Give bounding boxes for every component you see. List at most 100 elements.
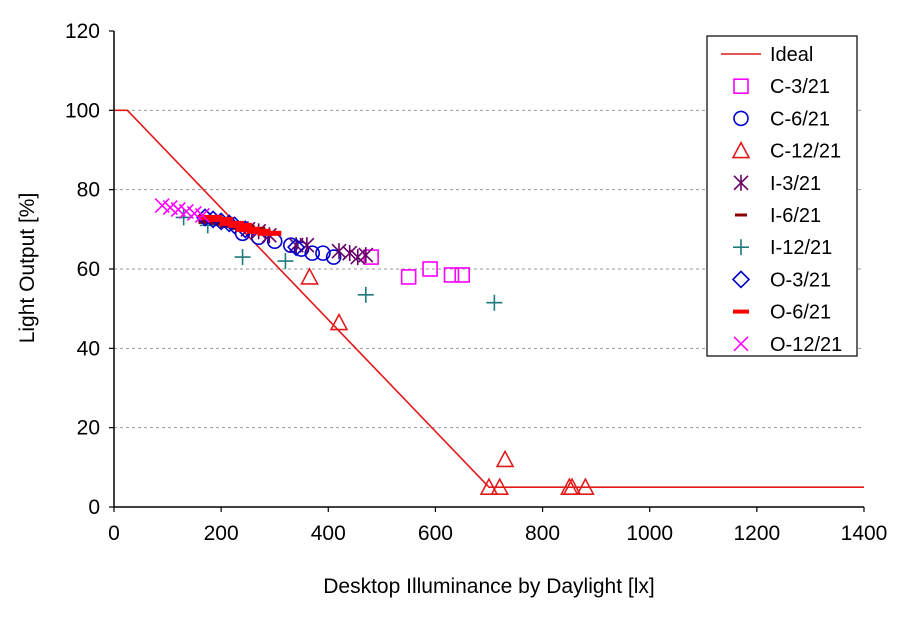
legend-marker [733,174,749,191]
circle-shape [293,241,310,257]
legend-marker [733,78,749,94]
series-o-12-21 [154,197,210,224]
series-c-12-21 [300,267,595,495]
legend-label: O-3/21 [770,269,831,291]
square-shape [400,269,417,285]
dash-shape [733,309,749,314]
legend-marker [735,213,747,217]
y-tick-label: 0 [88,496,100,519]
legend: Ideal C-3/21 C-6/21 C-12/21 I-3/21 I-6/21 I-12… [706,35,858,357]
legend-label: O-6/21 [770,302,831,324]
series-o-6-21 [198,214,282,236]
data-point [400,269,417,285]
legend-marker [731,270,751,289]
x-b [162,199,178,216]
axes [109,30,865,512]
data-point [293,241,310,257]
square-shape [454,267,471,283]
y-tick-label: 60 [77,258,100,281]
square-shape [443,267,460,283]
data-point [257,230,282,236]
legend-label: Ideal [770,44,813,66]
data-point [194,207,210,224]
ideal-line-layer [114,109,864,488]
data-point [342,245,358,262]
x-b [194,207,210,224]
data-point [175,209,192,226]
circle-shape [304,245,321,261]
x-tick-label: 1200 [733,522,780,545]
data-point [479,477,499,495]
series-line-ideal [114,109,864,488]
y-tick-label: 120 [65,20,100,43]
data-point [576,477,595,495]
x-b [170,201,186,218]
legend-label: O-12/21 [770,334,842,356]
dash-shape [735,213,747,217]
triangle-shape [731,140,751,159]
data-point [315,245,331,261]
triangle-shape [576,477,595,495]
legend-label: I-6/21 [770,205,821,227]
legend-label: I-12/21 [770,237,832,259]
legend-marker [733,239,749,256]
y-tick-label: 20 [77,417,100,440]
legend-label: I-3/21 [770,173,821,195]
x-b [733,336,749,352]
legend-marker [731,140,751,159]
triangle-shape [562,477,582,495]
data-point [304,245,321,261]
x-tick-label: 200 [204,522,239,545]
data-point [282,237,299,253]
data-point [443,267,460,283]
data-point [234,249,251,266]
data-point [495,449,515,468]
diamond-shape [287,238,306,257]
data-point [329,312,349,331]
data-point [562,477,582,495]
x-b [186,205,202,222]
triangle-shape [479,477,499,495]
dash-shape [257,230,282,236]
data-points-layer [154,197,595,495]
data-point [209,216,234,222]
circle-shape [282,237,299,253]
legend-label: C-6/21 [770,108,830,130]
y-tick-label: 100 [65,99,100,122]
y-tick-label: 40 [77,337,100,360]
data-point [227,222,252,228]
square-shape [422,261,438,277]
series-c-3-21 [363,249,471,285]
y-tick-label: 80 [77,179,100,202]
circle-shape [315,245,331,261]
data-point [325,249,342,265]
diamond-shape [731,270,751,289]
legend-label: C-12/21 [770,141,841,163]
circle-shape [325,249,342,265]
legend-marker [733,336,749,352]
legend-label: C-3/21 [770,76,830,98]
dash-shape [209,216,234,222]
dash-shape [227,222,252,228]
series-c-6-21 [234,225,342,265]
data-point [300,267,319,285]
data-point [454,267,471,283]
series-i-12-21 [175,209,503,311]
circle-shape [733,110,749,127]
data-point [357,286,374,303]
x-b [178,203,194,220]
data-point [277,253,294,270]
x-tick-label: 400 [311,522,346,545]
x-tick-label: 800 [525,522,560,545]
y-axis-title: Light Output [%] [16,193,39,344]
triangle-shape [300,267,319,285]
triangle-shape [495,449,515,468]
data-point [287,238,306,257]
data-point [490,477,510,495]
triangle-shape [329,312,349,331]
data-point [358,247,374,264]
x-b [154,197,170,214]
legend-box [706,35,858,357]
x-tick-label: 600 [418,522,453,545]
